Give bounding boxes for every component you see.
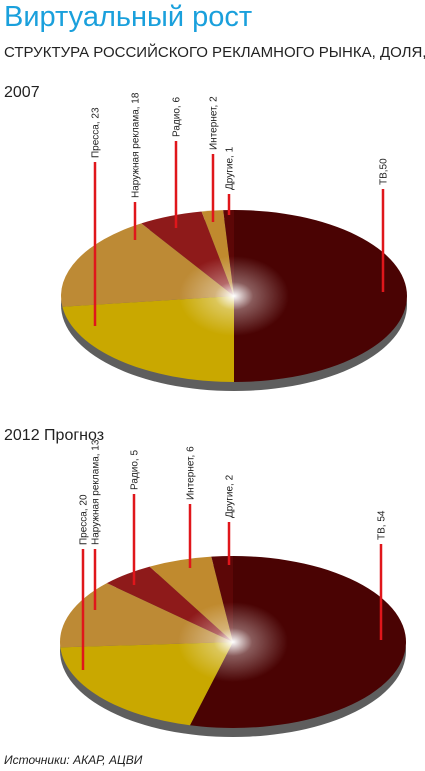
slice-label: Другие, 1 — [225, 146, 236, 190]
slice-label: Радио, 5 — [130, 450, 141, 490]
slice-label: Пресса, 20 — [79, 494, 90, 545]
pie-slice — [189, 556, 406, 728]
subtitle: СТРУКТУРА РОССИЙСКОГО РЕКЛАМНОГО РЫНКА, … — [4, 43, 425, 61]
highlight — [179, 256, 289, 336]
slice-label: Радио, 6 — [172, 97, 183, 137]
chart-title: 2007 — [4, 84, 40, 101]
chart-title: 2012 Прогноз — [4, 427, 104, 444]
pie-slice — [234, 210, 407, 382]
highlight — [178, 602, 288, 682]
slice-label: Интернет, 6 — [186, 446, 197, 500]
slice-label: Интернет, 2 — [209, 96, 220, 150]
slice-label: Наружная реклама, 13 — [91, 439, 102, 545]
slice-label: Наружная реклама, 18 — [131, 92, 142, 198]
title: Виртуальный рост — [4, 1, 252, 33]
slice-label: Пресса, 23 — [91, 107, 102, 158]
slice-label: ТВ, 54 — [377, 510, 388, 540]
slice-label: ТВ,50 — [379, 158, 390, 185]
source: Источники: АКАР, АЦВИ — [4, 753, 143, 767]
slice-label: Другие, 2 — [225, 474, 236, 518]
